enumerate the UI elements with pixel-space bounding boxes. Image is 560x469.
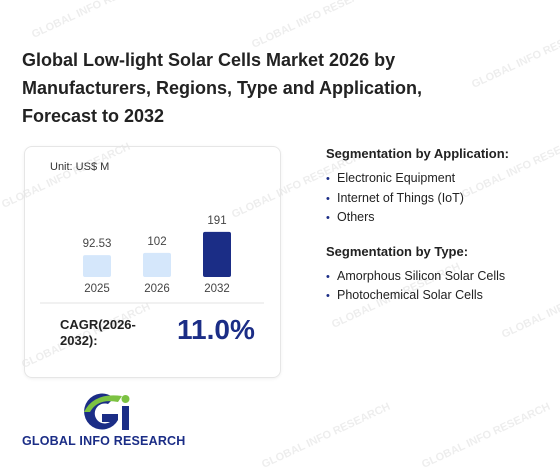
cagr-value: 11.0% bbox=[177, 314, 255, 345]
bar bbox=[143, 252, 171, 277]
watermark: GLOBAL INFO RESEARCH bbox=[420, 400, 553, 469]
segment-item: Amorphous Silicon Solar Cells bbox=[326, 269, 505, 283]
segment-heading: Segmentation by Type: bbox=[326, 243, 469, 259]
segment-item: Electronic Equipment bbox=[326, 171, 455, 185]
segment-item: Internet of Things (IoT) bbox=[326, 191, 464, 205]
value-label: 191 bbox=[207, 215, 226, 227]
value-label: 102 bbox=[147, 236, 166, 248]
chart: 92.53 2025 102 2026 191 2032 bbox=[40, 215, 264, 304]
category-label: 2032 bbox=[204, 283, 230, 295]
watermark: GLOBAL INFO RESEARCH bbox=[460, 130, 560, 201]
bar bbox=[83, 255, 111, 277]
value-label: 92.53 bbox=[83, 238, 112, 250]
bar bbox=[203, 231, 231, 277]
logo-icon bbox=[84, 393, 130, 430]
logo-text: GLOBAL INFO RESEARCH bbox=[22, 434, 186, 448]
title: Global Low-light Solar Cells Market 2026… bbox=[22, 50, 423, 126]
watermark: GLOBAL INFO RESEARCH bbox=[260, 400, 393, 469]
chart-card bbox=[24, 146, 281, 378]
segment-heading: Segmentation by Application: bbox=[326, 146, 509, 161]
watermark: GLOBAL INFO RESEARCH bbox=[500, 271, 560, 341]
segment-item: Others bbox=[326, 210, 375, 224]
category-label: 2026 bbox=[144, 283, 170, 295]
category-label: 2025 bbox=[84, 283, 110, 295]
segment-item: Photochemical Solar Cells bbox=[326, 288, 483, 302]
unit-label: Unit: US$ M bbox=[50, 161, 110, 173]
cagr-label: CAGR(2026-2032): bbox=[60, 317, 136, 348]
